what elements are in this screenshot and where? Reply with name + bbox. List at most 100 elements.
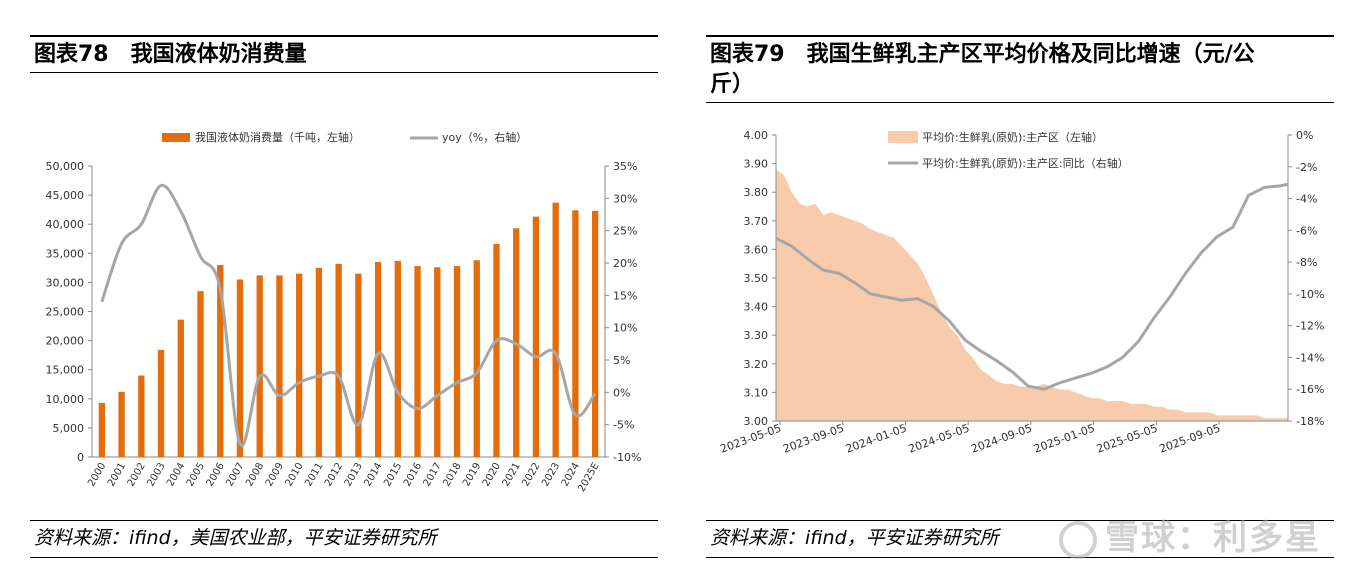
- x-tick-label: 2016: [402, 461, 424, 489]
- x-tick-label: 2022: [520, 461, 542, 489]
- consumption-bar: [355, 273, 362, 457]
- left-y-tick-label: 20,000: [46, 335, 85, 348]
- left-y-tick-label: 45,000: [46, 189, 85, 202]
- left-chart-title: 图表78 我国液体奶消费量: [34, 42, 307, 67]
- x-tick-label: 2025-01-05: [1032, 422, 1097, 456]
- consumption-bar: [434, 267, 441, 457]
- right-y-tick-label: -16%: [1296, 383, 1324, 396]
- right-y-tick-label: 15%: [613, 289, 637, 302]
- x-tick-label: 2000: [86, 461, 108, 489]
- x-tick-label: 2019: [461, 461, 483, 489]
- x-tick-label: 2005: [185, 461, 207, 489]
- right-y-tick-label: 25%: [613, 225, 637, 238]
- legend-bar-label: 我国液体奶消费量（千吨，左轴）: [195, 130, 360, 144]
- right-y-tick-label: -4%: [1296, 193, 1317, 206]
- x-tick-label: 2021: [501, 461, 523, 489]
- snowball-logo-icon: [1059, 520, 1097, 559]
- consumption-bar: [276, 275, 283, 457]
- left-y-tick-label: 3.80: [744, 186, 769, 199]
- left-y-tick-label: 3.90: [744, 158, 769, 171]
- x-tick-label: 2024-05-05: [907, 422, 972, 456]
- consumption-bar: [256, 275, 263, 457]
- raw-milk-price-chart: 3.00 3.10 3.20 3.30 3.40 3.50 3.60 3.70 3.80 3.90…: [718, 129, 1324, 456]
- x-tick-label: 2018: [441, 461, 463, 489]
- consumption-bar: [236, 279, 244, 457]
- left-source-note: 资料来源：ifind，美国农业部，平安证券研究所: [34, 527, 437, 549]
- liquid-milk-consumption-chart: 0 5,000 10,000 15,000 20,000 25,000 30,000 35,0…: [46, 130, 642, 494]
- yoy-line: [775, 182, 1289, 391]
- left-panel: 图表78 我国液体奶消费量 0 5,000 10,000 15,000 20,000 25…: [0, 0, 680, 577]
- legend-line-label: yoy（%，右轴）: [442, 130, 527, 144]
- x-tick-label: 2010: [284, 461, 306, 489]
- right-title-bottom-rule: [706, 102, 1334, 103]
- x-tick-label: 2025-05-05: [1095, 422, 1160, 456]
- left-y-tick-label: 3.20: [744, 358, 769, 371]
- consumption-bar: [197, 291, 204, 457]
- left-y-tick-label: 30,000: [46, 276, 85, 289]
- x-tick-label: 2009: [264, 461, 286, 489]
- consumption-bar: [177, 319, 184, 457]
- consumption-bar: [552, 202, 559, 457]
- x-tick-label: 2024-01-05: [844, 422, 909, 456]
- right-y-tick-label: 10%: [613, 322, 637, 335]
- yoy-line: [100, 183, 597, 448]
- x-tick-label: 2001: [106, 461, 128, 489]
- x-tick-label: 2020: [481, 461, 503, 489]
- left-y-tick-label: 0: [77, 451, 84, 464]
- left-y-tick-label: 35,000: [46, 247, 85, 260]
- x-tick-label: 2006: [205, 461, 227, 489]
- right-chart-title-line1: 图表79 我国生鲜乳主产区平均价格及同比增速（元/公: [710, 42, 1255, 67]
- right-y-tick-label: -10%: [613, 451, 641, 464]
- left-y-tick-label: 15,000: [46, 364, 85, 377]
- consumption-bar: [572, 210, 579, 457]
- right-y-tick-label: 5%: [613, 354, 630, 367]
- left-source-top-rule: [30, 520, 658, 521]
- left-title-bottom-rule: [30, 72, 658, 73]
- consumption-bar: [414, 266, 421, 457]
- consumption-bar: [335, 263, 342, 457]
- consumption-bar: [157, 349, 165, 457]
- left-y-tick-label: 5,000: [53, 422, 85, 435]
- right-source-bottom-rule: [706, 557, 1334, 558]
- right-y-tick-label: -6%: [1296, 224, 1317, 237]
- right-source-top-rule: [706, 520, 1334, 521]
- x-tick-label: 2025-09-05: [1158, 422, 1223, 456]
- left-y-tick-label: 50,000: [46, 160, 85, 173]
- legend-line-label: 平均价:生鲜乳(原奶):主产区:同比（右轴）: [922, 156, 1129, 170]
- consumption-bar: [532, 216, 540, 457]
- left-y-tick-label: 3.70: [744, 215, 769, 228]
- x-tick-label: 2024-09-05: [969, 422, 1034, 456]
- legend-bar-swatch: [162, 133, 190, 142]
- right-y-tick-label: -18%: [1296, 415, 1324, 428]
- x-tick-label: 2004: [165, 461, 187, 489]
- watermark: 雪球：利多星: [1059, 510, 1321, 559]
- right-y-tick-label: -2%: [1296, 161, 1317, 174]
- x-tick-label: 2002: [126, 461, 148, 489]
- x-tick-label: 2023-09-05: [781, 422, 846, 456]
- consumption-bar: [138, 375, 145, 457]
- right-title-top-rule: [706, 35, 1334, 37]
- left-y-tick-label: 4.00: [744, 129, 769, 142]
- consumption-bar: [98, 402, 106, 457]
- consumption-bar: [296, 273, 303, 457]
- consumption-bar: [591, 210, 599, 457]
- right-y-tick-label: -5%: [613, 419, 634, 432]
- consumption-bar: [374, 262, 382, 457]
- right-y-tick-label: 20%: [613, 257, 637, 270]
- watermark-text: 雪球：利多星: [1105, 518, 1321, 558]
- right-y-tick-label: -12%: [1296, 320, 1324, 333]
- left-y-tick-label: 25,000: [46, 306, 85, 319]
- left-source-bottom-rule: [30, 557, 658, 558]
- left-title-top-rule: [30, 35, 658, 37]
- consumption-bar: [493, 243, 500, 457]
- consumption-bar: [394, 260, 401, 457]
- x-tick-label: 2014: [362, 461, 384, 489]
- left-y-tick-label: 3.10: [744, 386, 769, 399]
- consumption-bar: [315, 267, 323, 457]
- left-y-tick-label: 40,000: [46, 218, 85, 231]
- right-y-tick-label: 35%: [613, 160, 637, 173]
- right-y-tick-label: -14%: [1296, 351, 1324, 364]
- right-y-tick-label: 0%: [613, 386, 630, 399]
- left-y-tick-label: 3.50: [744, 272, 769, 285]
- x-tick-label: 2003: [145, 461, 167, 489]
